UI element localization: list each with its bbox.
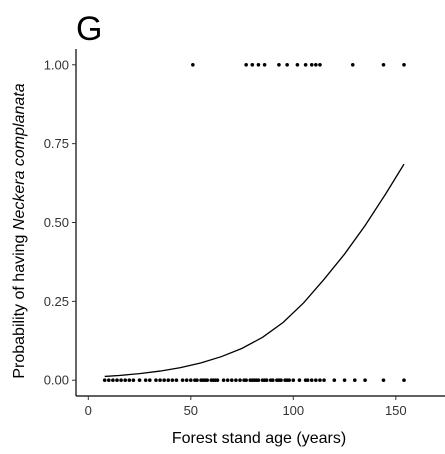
absence-point <box>264 378 269 383</box>
absence-point <box>221 378 226 383</box>
absence-point <box>174 378 179 383</box>
absence-point <box>256 378 261 383</box>
absence-point <box>143 378 148 383</box>
absence-point <box>137 378 142 383</box>
presence-point <box>295 62 300 67</box>
absence-point <box>230 378 234 383</box>
absence-point <box>107 378 111 383</box>
y-axis-title-prefix: Probability of having <box>11 230 28 379</box>
absence-point <box>305 378 310 383</box>
fitted-curve <box>104 163 405 378</box>
absence-point <box>234 378 238 383</box>
x-axis-title: Forest stand age (years) <box>172 430 346 447</box>
absence-point <box>123 378 127 383</box>
absence-point <box>332 378 337 383</box>
absence-point <box>195 378 199 383</box>
absence-point <box>166 378 171 383</box>
presence-point <box>277 62 281 67</box>
absence-point <box>244 378 248 383</box>
absence-point <box>148 378 152 383</box>
absence-point <box>215 378 220 383</box>
presence-point <box>285 62 289 67</box>
absence-point <box>158 378 162 383</box>
absence-point <box>381 378 386 383</box>
absence-point <box>127 378 132 383</box>
absence-point <box>363 378 367 383</box>
absence-point <box>318 378 322 383</box>
x-tick-label: 50 <box>184 403 198 418</box>
presence-point <box>250 62 255 67</box>
absence-point <box>102 378 107 383</box>
y-tick-label: 0.75 <box>44 136 69 151</box>
presence-point <box>303 62 308 67</box>
presence-point <box>314 62 318 67</box>
absence-point <box>287 378 292 383</box>
x-tick-label: 0 <box>85 403 92 418</box>
absence-point <box>131 378 136 383</box>
presence-point <box>381 62 386 67</box>
absence-point <box>154 378 158 383</box>
y-axis-title: Probability of having Neckera complanata <box>11 83 28 378</box>
plot-area: 0.00 0.25 0.50 0.75 1.00 0 50 100 150 <box>44 49 445 418</box>
absence-point <box>189 378 193 383</box>
y-tick-label: 0.00 <box>44 373 69 388</box>
absence-point <box>279 378 283 383</box>
absence-point <box>111 378 115 383</box>
presence-point <box>191 62 195 67</box>
absence-point <box>309 378 314 383</box>
presence-point <box>402 62 406 67</box>
absence-point <box>205 378 209 383</box>
absence-point <box>180 378 185 383</box>
absence-point <box>342 378 347 383</box>
absence-point <box>184 378 189 383</box>
absence-point <box>322 378 326 383</box>
absence-point <box>402 378 406 383</box>
absence-point <box>225 378 230 383</box>
presence-point <box>309 62 314 67</box>
presence-point <box>350 62 355 67</box>
absence-point <box>170 378 175 383</box>
absence-point <box>314 378 318 383</box>
x-tick-label: 150 <box>385 403 407 418</box>
presence-point <box>262 62 267 67</box>
absence-point <box>115 378 119 383</box>
absence-point <box>353 378 357 383</box>
absence-point <box>162 378 166 383</box>
presence-point <box>244 62 248 67</box>
svg-text:Probability of having Neckera: Probability of having Neckera complanata <box>11 83 28 378</box>
y-tick-label: 0.50 <box>44 215 69 230</box>
absence-point <box>119 378 123 383</box>
absence-point <box>291 378 296 383</box>
panel-letter: G <box>76 10 102 48</box>
absence-point <box>271 378 275 383</box>
y-axis-title-species: Neckera complanata <box>11 83 28 230</box>
y-tick-label: 0.25 <box>44 294 69 309</box>
absence-point <box>238 378 242 383</box>
absence-point <box>297 378 302 383</box>
presence-point <box>318 62 322 67</box>
presence-point <box>256 62 261 67</box>
x-tick-label: 100 <box>282 403 304 418</box>
y-tick-label: 1.00 <box>44 57 69 72</box>
